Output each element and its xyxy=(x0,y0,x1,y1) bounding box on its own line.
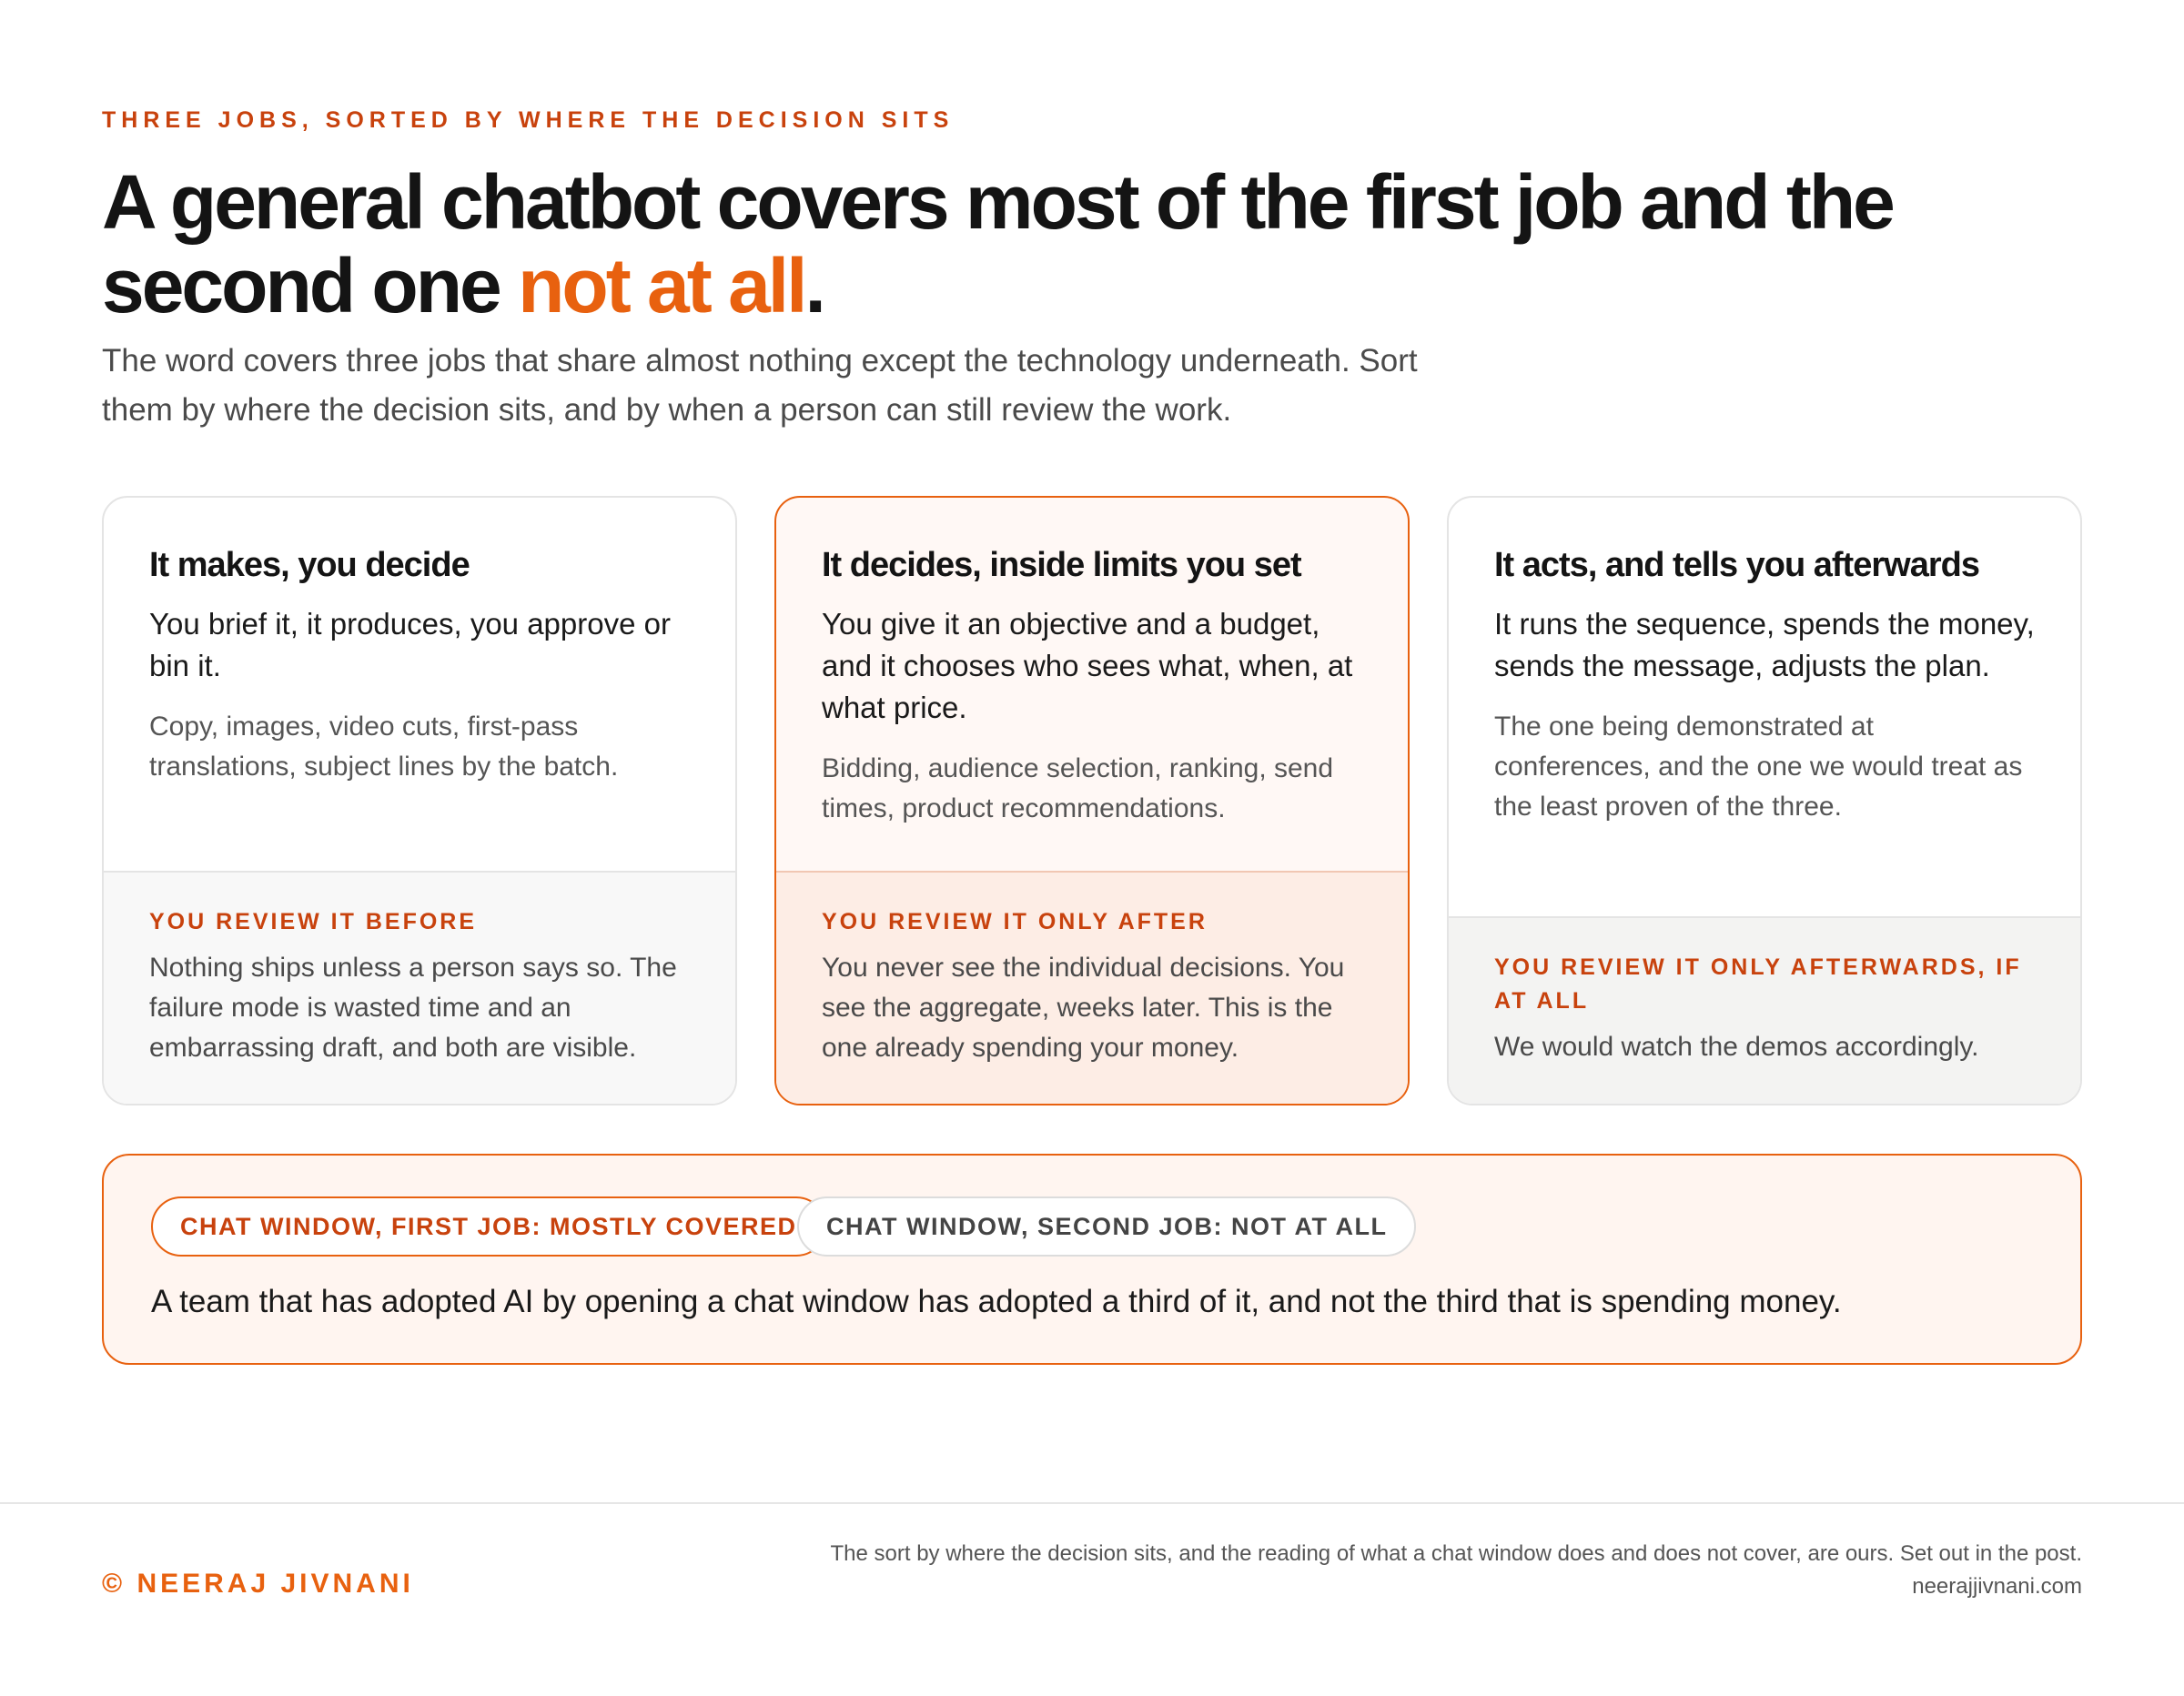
first-job-badge: Chat window, first job: mostly covered xyxy=(151,1196,826,1257)
page-title: A general chatbot covers most of the fir… xyxy=(102,160,2104,328)
review-label: You review it only after xyxy=(822,909,1208,934)
card-detail: Bidding, audience selection, ranking, se… xyxy=(822,753,1334,823)
card-top: It decides, inside limits you set You gi… xyxy=(776,498,1408,829)
card-review: You review it before Nothing ships unles… xyxy=(104,871,735,1104)
review-text: Nothing ships unless a person says so. T… xyxy=(149,953,677,1063)
footer-site-link[interactable]: neerajjivnani.com xyxy=(1912,1574,2082,1599)
review-label: You review it only afterwards, if at all xyxy=(1494,954,2022,1014)
footer-divider xyxy=(0,1502,2184,1504)
card-review: You review it only afterwards, if at all… xyxy=(1449,916,2080,1104)
card-decides: It decides, inside limits you set You gi… xyxy=(774,496,1410,1105)
footer-note: The sort by where the decision sits, and… xyxy=(808,1538,2083,1603)
footer-note-text: The sort by where the decision sits, and… xyxy=(830,1541,2083,1566)
card-title: It acts, and tells you afterwards xyxy=(1494,546,1980,584)
review-text: You never see the individual decisions. … xyxy=(822,953,1345,1063)
card-review: You review it only after You never see t… xyxy=(776,871,1408,1104)
card-lead: It runs the sequence, spends the money, … xyxy=(1494,607,2035,682)
eyebrow: Three jobs, sorted by where the decision… xyxy=(102,107,955,133)
chat-window-callout: Chat window, first job: mostly covered C… xyxy=(102,1154,2082,1365)
card-makes: It makes, you decide You brief it, it pr… xyxy=(102,496,737,1105)
headline-end: . xyxy=(804,243,825,328)
lede: The word covers three jobs that share al… xyxy=(102,343,1418,428)
headline-main: A general chatbot covers most of the fir… xyxy=(102,159,1896,328)
card-title: It makes, you decide xyxy=(149,546,470,584)
footer-brand: © Neeraj Jivnani xyxy=(102,1569,414,1599)
card-acts: It acts, and tells you afterwards It run… xyxy=(1447,496,2082,1105)
second-job-badge: Chat window, second job: not at all xyxy=(797,1196,1417,1257)
card-lead: You give it an objective and a budget, a… xyxy=(822,607,1353,724)
headline-accent: not at all xyxy=(518,243,807,328)
job-cards: It makes, you decide You brief it, it pr… xyxy=(102,496,2082,1105)
review-text: We would watch the demos accordingly. xyxy=(1494,1032,1979,1062)
card-detail: Copy, images, video cuts, first-pass tra… xyxy=(149,712,619,782)
callout-text: A team that has adopted AI by opening a … xyxy=(151,1284,1842,1319)
card-title: It decides, inside limits you set xyxy=(822,546,1302,584)
card-top: It makes, you decide You brief it, it pr… xyxy=(104,498,735,787)
card-lead: You brief it, it produces, you approve o… xyxy=(149,607,671,682)
card-top: It acts, and tells you afterwards It run… xyxy=(1449,498,2080,827)
review-label: You review it before xyxy=(149,909,478,934)
card-detail: The one being demonstrated at conference… xyxy=(1494,712,2023,822)
